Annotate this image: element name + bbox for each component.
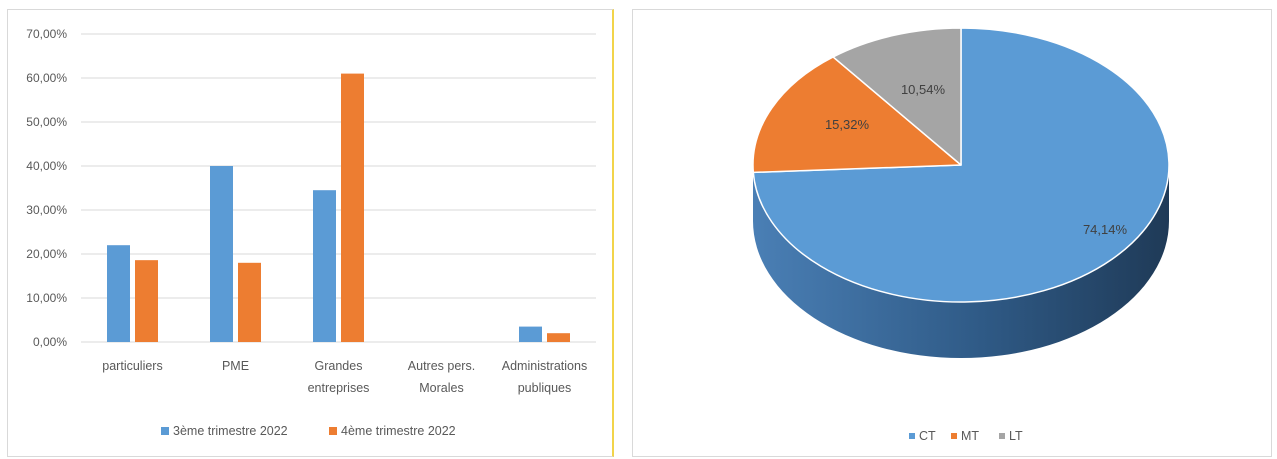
bar-q3: [107, 245, 130, 342]
pie-slice-mt: [752, 56, 962, 174]
bar-q3: [313, 190, 336, 342]
x-category-label: entreprises: [308, 381, 370, 395]
y-tick-label: 20,00%: [26, 247, 67, 261]
legend-marker: [909, 433, 915, 439]
y-tick-label: 50,00%: [26, 115, 67, 129]
x-category-label: Autres pers.: [408, 359, 475, 373]
y-tick-label: 30,00%: [26, 203, 67, 217]
legend-label: LT: [1009, 429, 1023, 443]
legend-marker: [999, 433, 1005, 439]
pie-slice-lt: [832, 27, 962, 166]
x-category-label: particuliers: [102, 359, 162, 373]
legend-label: MT: [961, 429, 979, 443]
y-tick-label: 60,00%: [26, 71, 67, 85]
bar-q3: [519, 326, 542, 342]
legend-marker: [329, 427, 337, 435]
pie-data-label: 74,14%: [1083, 222, 1128, 237]
pie-side-ct: [753, 165, 1169, 358]
legend-label: 4ème trimestre 2022: [341, 424, 456, 438]
bar-q4: [238, 262, 261, 342]
bar-chart: 0,00% 10,00% 20,00% 30,00% 40,00% 50,00% 60,00…: [26, 27, 596, 438]
bar-chart-panel: 0,00% 10,00% 20,00% 30,00% 40,00% 50,00% 60,00…: [7, 9, 614, 457]
x-category-label: Administrations: [502, 359, 587, 373]
x-category-label: Morales: [419, 381, 463, 395]
y-tick-label: 40,00%: [26, 159, 67, 173]
x-category-label: publiques: [518, 381, 572, 395]
y-tick-label: 70,00%: [26, 27, 67, 41]
pie-chart-panel: 74,14% 15,32% 10,54% CT MT LT: [632, 9, 1272, 457]
bar-q4: [341, 73, 364, 342]
bar-q4: [547, 333, 570, 342]
pie-data-label: 10,54%: [901, 82, 946, 97]
legend-marker: [161, 427, 169, 435]
legend-marker: [951, 433, 957, 439]
pie-chart: 74,14% 15,32% 10,54% CT MT LT: [752, 27, 1170, 443]
bar-q3: [210, 166, 233, 342]
legend-label: CT: [919, 429, 936, 443]
x-category-label: Grandes: [315, 359, 363, 373]
y-tick-label: 10,00%: [26, 291, 67, 305]
y-tick-label: 0,00%: [33, 335, 67, 349]
legend-label: 3ème trimestre 2022: [173, 424, 288, 438]
pie-data-label: 15,32%: [825, 117, 870, 132]
x-category-label: PME: [222, 359, 249, 373]
bar-q4: [135, 260, 158, 342]
